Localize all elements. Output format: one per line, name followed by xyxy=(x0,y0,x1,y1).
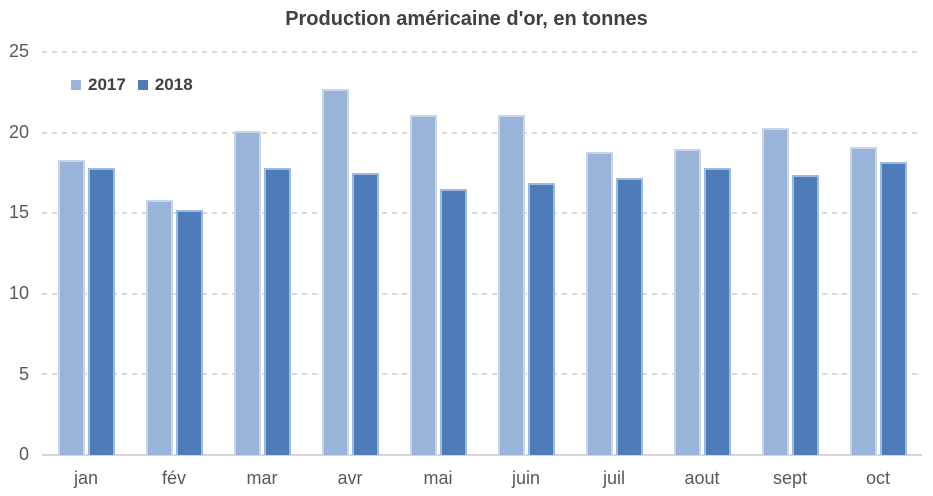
plot-area xyxy=(42,51,922,456)
gridlines xyxy=(42,51,922,455)
bar-2018-avr xyxy=(351,172,379,455)
legend-swatch-icon xyxy=(137,80,148,90)
bar-2018-mai xyxy=(439,189,467,455)
gridline-10 xyxy=(42,292,922,295)
y-tick-label-25: 25 xyxy=(8,41,29,62)
bar-2017-avr xyxy=(321,89,349,455)
bar-group-aout xyxy=(658,52,746,455)
legend-item-2017: 2017 xyxy=(71,75,126,95)
bar-2018-fév xyxy=(175,209,203,455)
gridline-25 xyxy=(42,51,922,53)
x-tick-label-avr: avr xyxy=(337,468,363,488)
y-tick-label-15: 15 xyxy=(8,202,29,223)
bar-group-juil xyxy=(570,52,658,455)
bar-2018-aout xyxy=(703,168,731,455)
bar-2017-jan xyxy=(57,160,85,455)
x-tick-label-aout: aout xyxy=(684,468,720,488)
gridline-15 xyxy=(42,212,922,215)
x-tick-label-oct: oct xyxy=(865,468,890,488)
x-tick-label-sept: sept xyxy=(772,468,808,488)
y-tick-label-10: 10 xyxy=(8,282,29,303)
bar-2017-aout xyxy=(673,148,701,455)
bar-2017-fév xyxy=(145,200,173,455)
x-tick-label-fév: fév xyxy=(161,468,186,488)
gridline-20 xyxy=(42,131,922,134)
chart-title: Production américaine d'or, en tonnes xyxy=(285,8,648,30)
bar-groups xyxy=(42,52,922,455)
bar-2017-sept xyxy=(761,127,789,455)
bar-group-sept xyxy=(746,52,834,455)
legend-label: 2018 xyxy=(154,75,193,94)
x-tick-label-mar: mar xyxy=(246,468,278,488)
x-axis: jan fév mar avr mai juin juil aout sept oct xyxy=(42,464,922,492)
legend-swatch-icon xyxy=(71,80,81,90)
legend-label: 2017 xyxy=(88,75,126,94)
x-tick-label-juin: juin xyxy=(511,468,541,488)
bar-group-jan xyxy=(42,52,130,455)
legend-item-2018: 2018 xyxy=(137,75,193,95)
bar-group-avr xyxy=(306,52,394,455)
bar-2017-mar xyxy=(233,131,261,455)
bar-2017-mai xyxy=(409,114,437,455)
gridline-5 xyxy=(42,373,922,376)
bar-2017-oct xyxy=(849,147,877,455)
bar-group-oct xyxy=(834,52,922,455)
legend: 2017 2018 xyxy=(71,75,193,95)
bar-2018-juin xyxy=(527,182,555,455)
bar-group-mar xyxy=(218,52,306,455)
x-tick-label-juil: juil xyxy=(602,468,625,488)
bar-group-mai xyxy=(394,52,482,455)
x-axis-line xyxy=(42,454,922,456)
y-tick-label-5: 5 xyxy=(18,363,29,384)
bar-2018-jan xyxy=(87,168,115,455)
x-tick-label-jan: jan xyxy=(73,468,99,488)
bar-2017-juil xyxy=(585,151,613,455)
bar-group-juin xyxy=(482,52,570,455)
bar-group-fév xyxy=(130,52,218,455)
y-axis: 0 5 10 15 20 25 xyxy=(0,41,29,464)
bar-2018-sept xyxy=(791,174,819,455)
bar-2018-oct xyxy=(879,161,907,455)
y-tick-label-0: 0 xyxy=(18,444,29,465)
y-tick-label-20: 20 xyxy=(8,121,29,142)
bar-2018-mar xyxy=(263,168,291,455)
x-tick-label-mai: mai xyxy=(423,468,453,488)
bar-2017-juin xyxy=(497,114,525,455)
bar-2018-juil xyxy=(615,177,643,455)
